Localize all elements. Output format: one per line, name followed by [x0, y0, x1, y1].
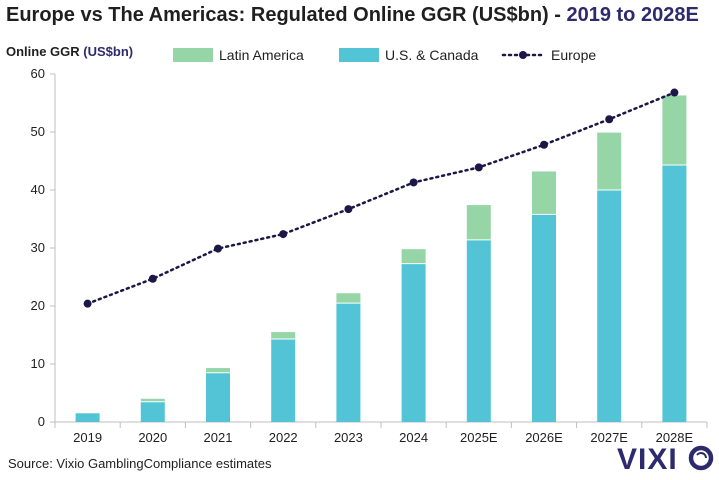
legend-label-europe: Europe: [551, 47, 596, 63]
legend-swatch-us-canada: [339, 48, 379, 62]
europe-point: [148, 274, 157, 283]
y-axis-title: Online GGR (US$bn): [6, 44, 133, 59]
bar-latin-america: [336, 293, 361, 304]
x-tick-label: 2019: [73, 430, 102, 445]
x-tick-label: 2020: [138, 430, 167, 445]
x-tick-label: 2027E: [590, 430, 628, 445]
europe-point: [279, 230, 288, 239]
bar-us-canada: [532, 214, 556, 422]
x-tick-label: 2022: [269, 430, 298, 445]
bar-latin-america: [271, 332, 296, 340]
x-tick-label: 2028E: [656, 430, 694, 445]
y-tick-label: 50: [31, 124, 45, 139]
europe-line: [86, 91, 676, 305]
bar-latin-america: [140, 398, 165, 402]
bar-latin-america: [532, 171, 556, 215]
svg-text:VIXI: VIXI: [617, 443, 678, 475]
bar-us-canada: [140, 401, 165, 422]
bar-us-canada: [336, 303, 361, 422]
europe-point: [540, 140, 548, 149]
bar-us-canada: [662, 165, 687, 422]
chart-title-highlight: 2019 to 2028E: [566, 4, 699, 26]
y-axis-title-unit: (US$bn): [83, 44, 134, 59]
chart-title: Europe vs The Americas: Regulated Online…: [6, 4, 699, 27]
y-axis-title-main: Online GGR: [6, 44, 84, 59]
legend-label-latin-america: Latin America: [219, 47, 304, 63]
x-tick-label: 2024: [399, 430, 428, 445]
y-tick-label: 40: [31, 182, 45, 197]
bar-us-canada: [597, 190, 622, 422]
europe-point: [344, 205, 353, 214]
europe-point: [83, 299, 92, 308]
bar-us-canada: [401, 263, 426, 422]
europe-point: [670, 88, 679, 97]
bar-us-canada: [466, 239, 491, 422]
bar-latin-america: [662, 95, 687, 166]
europe-point: [214, 244, 222, 253]
europe-point: [605, 115, 614, 124]
legend-label-us-canada: U.S. & Canada: [385, 47, 479, 63]
y-tick-label: 60: [31, 66, 45, 81]
y-tick-label: 30: [31, 240, 45, 255]
europe-point: [409, 178, 418, 187]
vixio-logo: VIXI: [617, 441, 717, 480]
europe-point: [474, 163, 483, 172]
bar-latin-america: [597, 132, 622, 190]
y-tick-label: 10: [31, 356, 45, 371]
bar-us-canada: [75, 413, 100, 422]
y-tick-label: 20: [31, 298, 45, 313]
bar-latin-america: [401, 249, 426, 264]
x-tick-label: 2026E: [525, 430, 563, 445]
bar-latin-america: [206, 368, 230, 373]
bar-us-canada: [271, 339, 296, 422]
legend-swatch-latin-america: [173, 48, 213, 62]
bar-latin-america: [466, 205, 491, 240]
x-tick-label: 2023: [334, 430, 363, 445]
x-tick-label: 2025E: [460, 430, 498, 445]
source-note: Source: Vixio GamblingCompliance estimat…: [8, 456, 272, 471]
y-tick-label: 0: [38, 414, 45, 429]
legend-marker-europe: [519, 51, 527, 59]
x-tick-label: 2021: [204, 430, 233, 445]
bar-us-canada: [206, 372, 230, 422]
chart-title-main: Europe vs The Americas: Regulated Online…: [6, 4, 567, 26]
